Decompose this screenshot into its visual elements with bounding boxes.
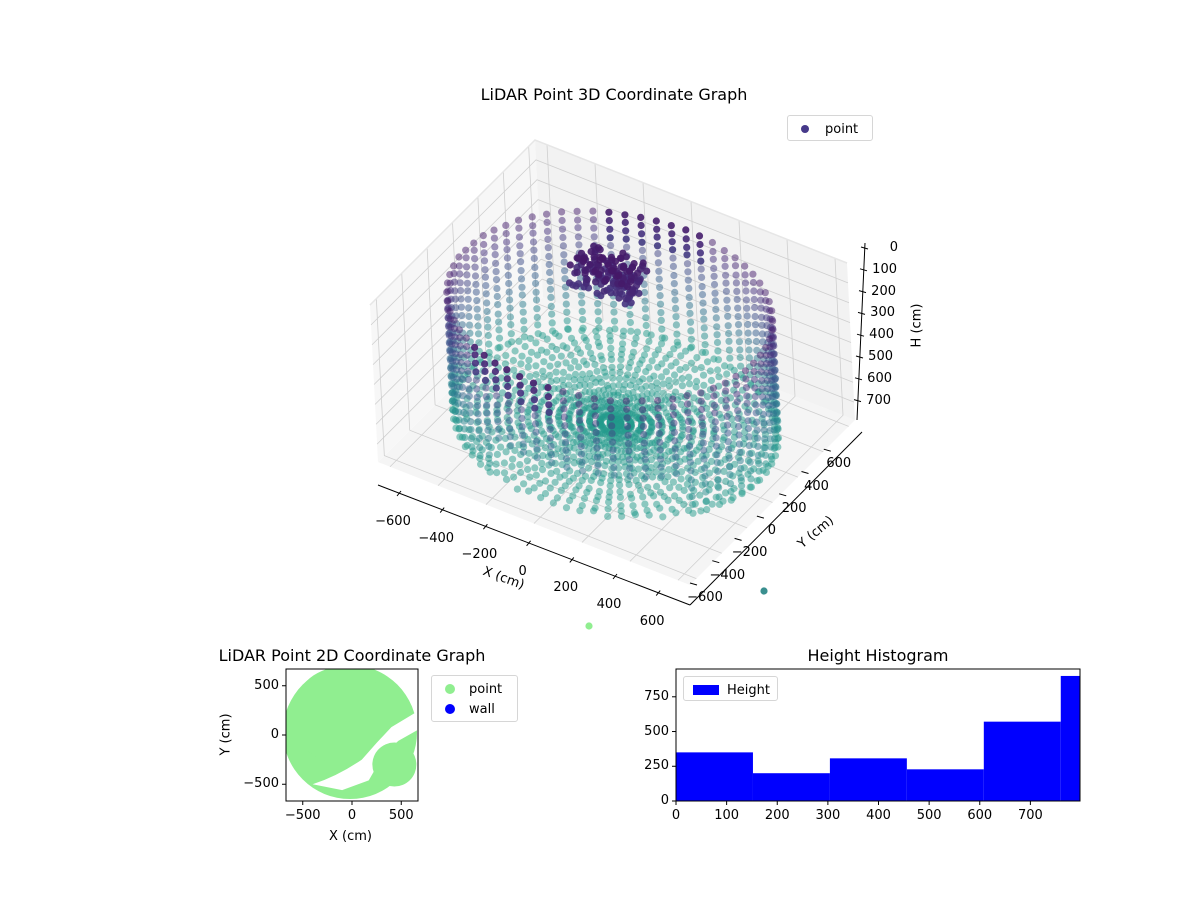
y-tick-hist: 0 [660,793,669,808]
x-axis-label-2d: X (cm) [329,829,372,844]
title-histogram: Height Histogram [807,646,949,665]
x-tick-3d: 200 [553,580,579,596]
x-tick-2d: 0 [347,808,357,823]
z-tick-3d: 700 [866,392,891,408]
legend-point-marker [801,125,809,133]
z-tick-3d: 200 [871,283,896,299]
title-2d: LiDAR Point 2D Coordinate Graph [218,646,486,665]
y-tick-3d: −200 [731,545,768,561]
histogram-bar [676,752,753,801]
x-tick-2d: −500 [284,808,321,823]
y-tick-3d: 0 [767,523,777,539]
legend-3d: point [787,115,873,141]
x-tick-hist: 400 [866,808,891,823]
histogram-bar [906,769,984,801]
x-tick-3d: 0 [518,563,527,579]
y-tick-3d: −400 [709,567,746,583]
x-tick-3d: 600 [639,613,665,629]
legend-histogram: Height [683,676,778,701]
y-tick-2d: −500 [243,776,279,792]
y-tick-3d: 400 [804,478,829,494]
x-tick-hist: 500 [916,808,942,823]
x-tick-hist: 100 [714,808,740,823]
histogram-bar [983,721,1061,801]
z-tick-3d: 300 [870,305,895,321]
z-axis-label-3d: H (cm) [909,303,925,348]
x-tick-hist: 600 [967,808,993,823]
x-tick-hist: 700 [1017,808,1043,823]
legend-wall-marker [445,704,455,714]
y-tick-hist: 500 [644,723,669,739]
x-tick-3d: −200 [461,547,498,563]
legend-height-swatch [693,685,720,695]
y-tick-hist: 750 [644,688,669,704]
y-tick-2d: 500 [254,677,279,693]
z-tick-3d: 100 [872,261,897,277]
y-tick-3d: 200 [781,500,807,516]
z-tick-3d: 400 [869,327,894,343]
y-tick-3d: −600 [687,590,723,605]
z-tick-3d: 500 [868,349,893,364]
legend-point-label: point [469,681,503,697]
legend-point-label: point [825,121,859,137]
x-tick-2d: 500 [388,808,414,823]
legend-point-marker [445,684,455,694]
point-series [443,207,783,521]
x-tick-3d: −600 [375,514,411,529]
z-tick-3d: 600 [867,370,892,386]
scatter-3d-plot [369,139,869,630]
legend-height-label: Height [727,682,770,698]
point-series-2d [286,669,418,800]
x-tick-hist: 0 [671,808,681,823]
x-tick-hist: 300 [815,808,841,823]
y-tick-3d: 600 [826,456,852,472]
x-tick-hist: 200 [764,808,790,823]
y-tick-2d: 0 [270,727,279,742]
histogram-bar [752,773,830,801]
histogram-bar [829,758,907,801]
z-tick-3d: 0 [889,240,898,255]
title-3d: LiDAR Point 3D Coordinate Graph [480,85,748,104]
y-tick-hist: 250 [644,758,669,774]
x-tick-3d: −400 [418,530,455,546]
legend-2d: point wall [431,675,518,722]
x-tick-3d: 400 [596,597,622,612]
histogram-bar [1060,675,1080,801]
legend-wall-label: wall [469,701,495,717]
